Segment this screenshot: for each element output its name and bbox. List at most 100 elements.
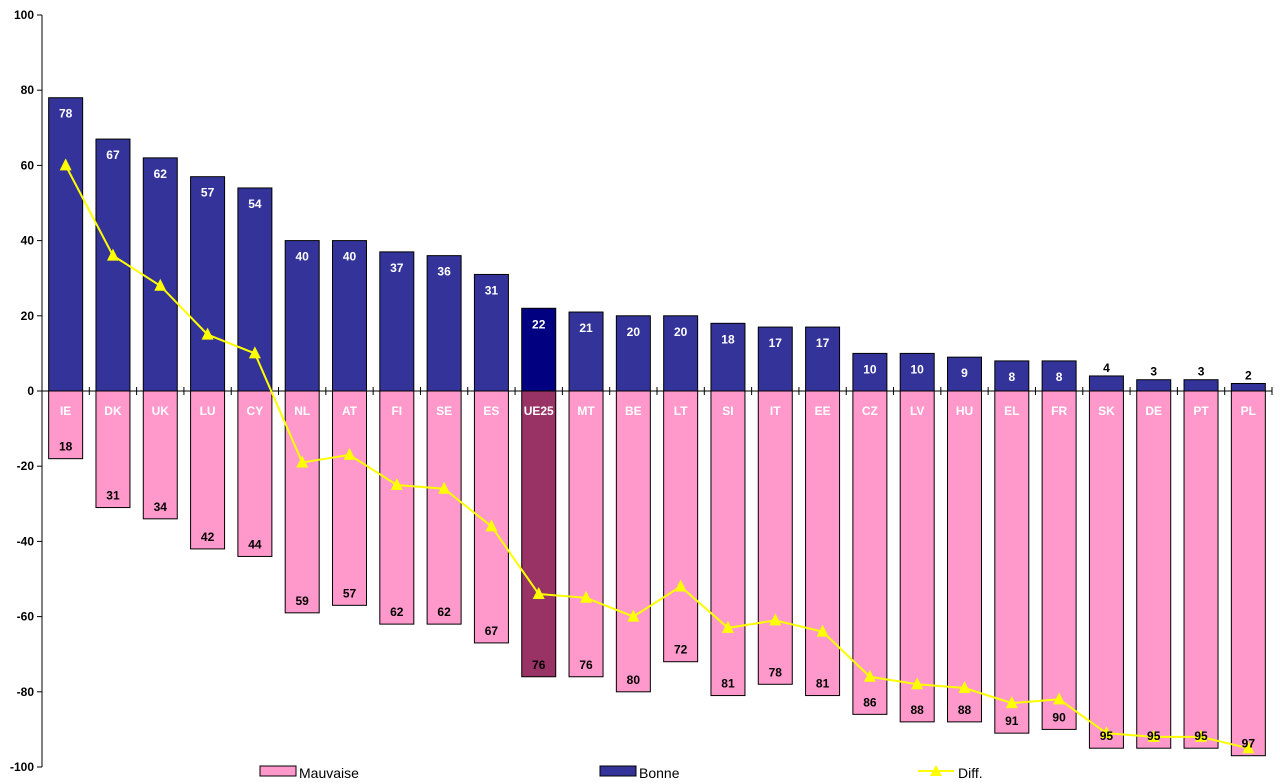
value-label-mauvaise: 95 [1147,729,1161,743]
category-label: IE [60,404,71,418]
legend-swatch-mauvaise [259,765,297,777]
bar-mauvaise [426,390,462,625]
value-label-bonne: 37 [390,261,404,275]
bar-bonne [852,352,888,392]
bar-mauvaise [1136,390,1172,749]
bar-bonne [947,356,982,392]
value-label-mauvaise: 18 [59,440,73,454]
category-label: SK [1098,404,1115,418]
diff-point [911,677,924,690]
bar-mauvaise [379,390,415,625]
category-label: ES [483,404,499,418]
bar-bonne [95,138,131,392]
value-label-bonne: 17 [769,336,783,350]
value-label-bonne: 31 [485,283,499,297]
bar-mauvaise [757,390,793,685]
diff-point [1005,696,1018,709]
value-label-mauvaise: 90 [1052,710,1066,724]
value-label-mauvaise: 59 [296,594,310,608]
value-label-bonne: 21 [579,321,593,335]
y-tick-label: 40 [21,234,35,248]
value-label-mauvaise: 81 [721,677,735,691]
value-label-mauvaise: 57 [343,586,357,600]
bar-mauvaise [805,390,841,697]
value-label-bonne: 2 [1245,368,1252,382]
diff-point [816,624,829,637]
value-label-bonne: 36 [437,265,451,279]
bar-bonne [710,322,746,392]
bar-mauvaise [568,390,604,678]
y-tick-label: -20 [17,459,35,473]
value-label-bonne: 40 [343,250,357,264]
value-label-mauvaise: 42 [201,530,215,544]
diff-point [296,455,309,468]
category-label: EL [1004,404,1019,418]
value-label-bonne: 8 [1008,370,1015,384]
value-label-bonne: 8 [1056,370,1063,384]
category-label: FI [391,404,402,418]
y-tick-label: 60 [21,158,35,172]
value-label-mauvaise: 76 [532,658,546,672]
value-label-mauvaise: 91 [1005,714,1019,728]
bar-mauvaise [663,390,699,663]
category-label: EE [815,404,831,418]
value-label-bonne: 20 [674,325,688,339]
category-label: AT [342,404,358,418]
legend: Mauvaise Bonne Diff. [259,765,983,781]
bar-bonne [663,315,699,392]
bar-bonne [379,251,415,392]
bar-bonne [1183,379,1219,392]
diff-point [1100,726,1113,739]
bar-mauvaise [1041,390,1077,730]
diff-line-series [59,158,1255,754]
legend-label-bonne: Bonne [639,765,680,781]
bar-bonne [1136,379,1172,392]
value-label-mauvaise: 95 [1100,729,1114,743]
value-label-bonne: 3 [1198,365,1205,379]
category-label: DE [1145,404,1162,418]
value-label-bonne: 20 [627,325,641,339]
diff-point [674,579,687,592]
category-label: LT [674,404,688,418]
value-label-mauvaise: 95 [1194,729,1208,743]
bar-mauvaise [899,390,935,723]
category-label: SE [436,404,452,418]
category-label: NL [294,404,310,418]
bar-bonne [473,273,509,392]
diff-line [64,164,1249,750]
y-tick-label: 20 [21,309,35,323]
value-label-mauvaise: 97 [1242,737,1256,751]
legend-label-diff: Diff. [958,765,983,781]
category-label: PT [1193,404,1209,418]
diff-point [769,613,782,626]
category-label: LU [200,404,216,418]
bar-bonne [1230,382,1266,392]
y-tick-label: 0 [27,384,34,398]
bar-mauvaise [1230,390,1266,757]
bar-mauvaise [48,390,84,460]
diff-point [863,669,876,682]
y-tick-label: 80 [21,83,35,97]
diff-point [721,620,734,633]
bar-bonne [568,311,604,392]
bar-bonne [142,157,178,392]
bar-mauvaise [852,390,888,715]
bar-bonne [805,326,841,392]
diff-point [627,609,640,622]
value-label-bonne: 40 [296,250,310,264]
value-label-mauvaise: 81 [816,677,830,691]
value-label-bonne: 22 [532,317,546,331]
y-axis: 100 80 60 40 20 0 -20 -40 -60 -80 -100 [10,8,1273,774]
diff-point [248,346,261,359]
bar-mauvaise [710,390,746,697]
bar-bonne [237,187,273,392]
bar-bonne [332,240,367,392]
value-label-bonne: 78 [59,107,73,121]
value-label-bonne: 17 [816,336,830,350]
diff-point [201,327,214,340]
value-label-mauvaise: 62 [390,605,404,619]
diff-point [438,481,451,494]
diff-point [1242,741,1255,754]
value-label-bonne: 54 [248,197,262,211]
